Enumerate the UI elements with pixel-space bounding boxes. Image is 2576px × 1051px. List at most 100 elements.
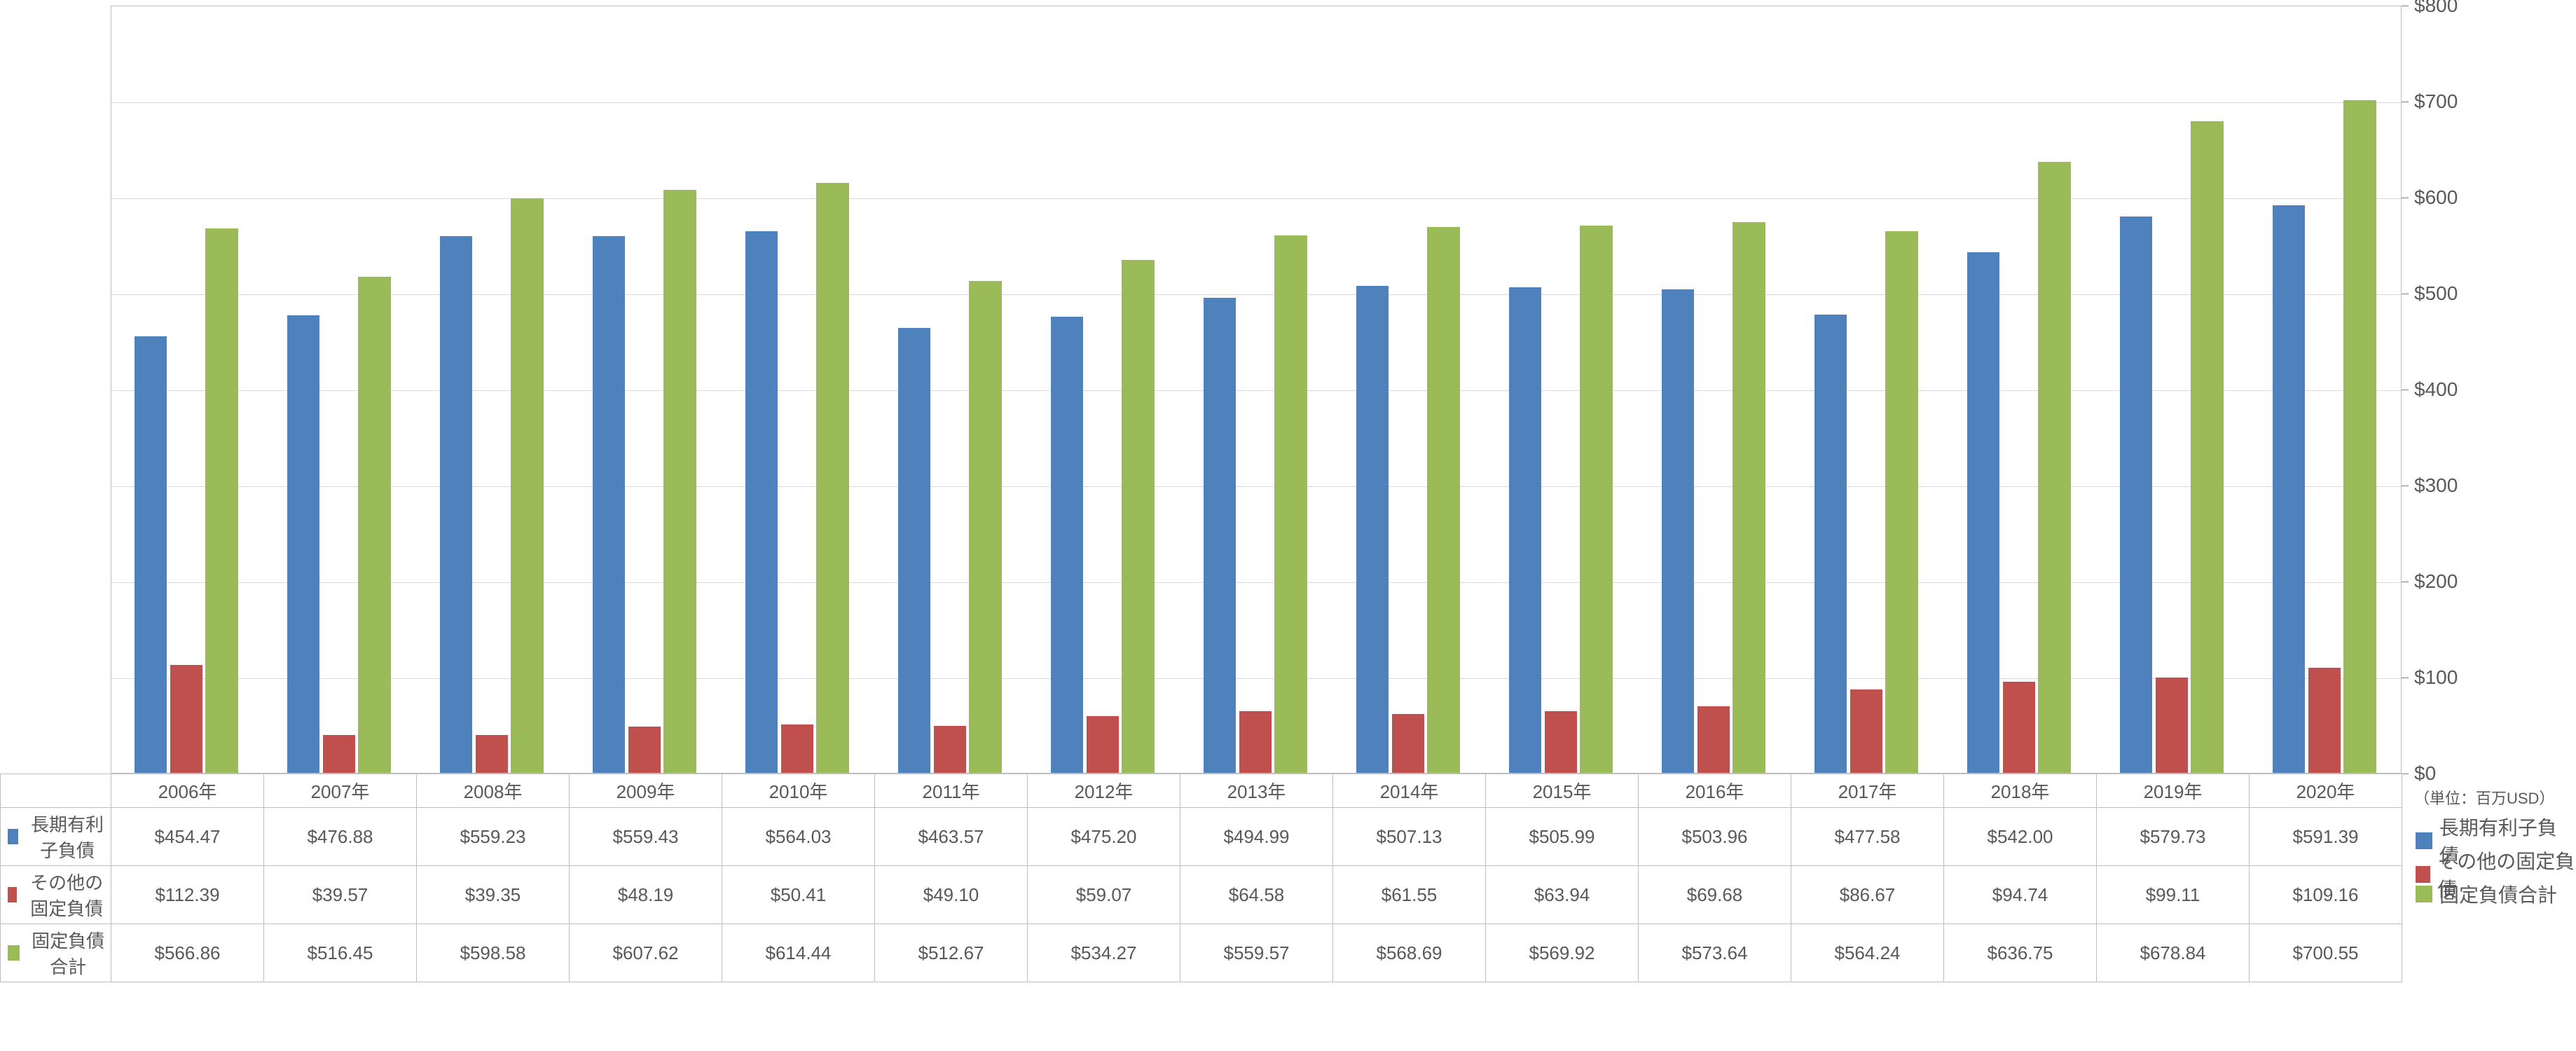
bar bbox=[1885, 231, 1918, 773]
table-header-cell: 2012年 bbox=[1028, 774, 1180, 808]
category-group bbox=[287, 6, 394, 773]
table-cell: $568.69 bbox=[1333, 924, 1486, 982]
bar bbox=[205, 228, 238, 773]
bar bbox=[781, 724, 814, 773]
table-cell: $542.00 bbox=[1944, 808, 2097, 866]
bar bbox=[1122, 260, 1155, 773]
category-group bbox=[1204, 6, 1311, 773]
table-cell: $61.55 bbox=[1333, 866, 1486, 924]
table-cell: $614.44 bbox=[722, 924, 875, 982]
table-header-cell: 2011年 bbox=[875, 774, 1028, 808]
category-group bbox=[593, 6, 700, 773]
table-header-cell: 2017年 bbox=[1791, 774, 1944, 808]
table-cell: $109.16 bbox=[2250, 866, 2402, 924]
table-header-cell: 2015年 bbox=[1486, 774, 1639, 808]
y-tick-label: $600 bbox=[2414, 186, 2458, 209]
bar bbox=[1697, 706, 1730, 773]
bar bbox=[1509, 287, 1542, 773]
table-cell: $598.58 bbox=[417, 924, 570, 982]
table-cell: $512.67 bbox=[875, 924, 1028, 982]
table-header-cell: 2014年 bbox=[1333, 774, 1486, 808]
bar bbox=[323, 735, 356, 773]
table-cell: $700.55 bbox=[2250, 924, 2402, 982]
bar bbox=[1662, 289, 1695, 773]
bar bbox=[1239, 711, 1272, 773]
bar bbox=[2038, 162, 2071, 773]
y-tick-label: $0 bbox=[2414, 762, 2436, 785]
table-cell: $39.57 bbox=[264, 866, 417, 924]
y-tick-label: $400 bbox=[2414, 378, 2458, 401]
y-tick-label: $700 bbox=[2414, 90, 2458, 113]
table-header-cell: 2016年 bbox=[1639, 774, 1791, 808]
table-cell: $564.03 bbox=[722, 808, 875, 866]
category-group bbox=[745, 6, 853, 773]
table-cell: $505.99 bbox=[1486, 808, 1639, 866]
legend-label: 固定負債合計 bbox=[2439, 880, 2557, 908]
table-cell: $63.94 bbox=[1486, 866, 1639, 924]
table-header-cell: 2018年 bbox=[1944, 774, 2097, 808]
bar bbox=[1274, 235, 1307, 773]
table-cell: $516.45 bbox=[264, 924, 417, 982]
table-cell: $476.88 bbox=[264, 808, 417, 866]
bar bbox=[969, 281, 1002, 773]
table-header-row: 2006年2007年2008年2009年2010年2011年2012年2013年… bbox=[1, 774, 2402, 808]
bar bbox=[2308, 668, 2341, 773]
y-tick-label: $500 bbox=[2414, 282, 2458, 305]
bar bbox=[1545, 711, 1578, 773]
table-cell: $559.43 bbox=[570, 808, 722, 866]
bar bbox=[135, 336, 167, 773]
bar bbox=[1733, 222, 1765, 773]
table-cell: $534.27 bbox=[1028, 924, 1180, 982]
category-group bbox=[2120, 6, 2227, 773]
bar bbox=[898, 328, 931, 773]
bar bbox=[1051, 317, 1084, 773]
row-label: 固定負債合計 bbox=[25, 927, 111, 979]
bar bbox=[1580, 226, 1613, 773]
table-cell: $86.67 bbox=[1791, 866, 1944, 924]
table-cell: $48.19 bbox=[570, 866, 722, 924]
table-cell: $569.92 bbox=[1486, 924, 1639, 982]
category-group bbox=[440, 6, 547, 773]
table-cell: $559.57 bbox=[1180, 924, 1333, 982]
bar bbox=[816, 183, 849, 773]
y-tick-label: $100 bbox=[2414, 666, 2458, 689]
table-cell: $50.41 bbox=[722, 866, 875, 924]
table-cell: $59.07 bbox=[1028, 866, 1180, 924]
legend-item: 固定負債合計 bbox=[2416, 880, 2557, 908]
table-header-cell: 2006年 bbox=[111, 774, 264, 808]
bar bbox=[2003, 682, 2036, 773]
bar bbox=[1850, 689, 1883, 773]
category-group bbox=[1814, 6, 1922, 773]
table-cell: $559.23 bbox=[417, 808, 570, 866]
bar bbox=[1356, 286, 1389, 773]
table-cell: $564.24 bbox=[1791, 924, 1944, 982]
bar bbox=[1392, 714, 1425, 773]
table-cell: $573.64 bbox=[1639, 924, 1791, 982]
table-cell: $112.39 bbox=[111, 866, 264, 924]
table-cell: $64.58 bbox=[1180, 866, 1333, 924]
table-cell: $579.73 bbox=[2097, 808, 2250, 866]
bar bbox=[358, 277, 391, 773]
bar bbox=[440, 236, 473, 773]
legend-swatch bbox=[2416, 886, 2432, 902]
table-row: その他の固定負債$112.39$39.57$39.35$48.19$50.41$… bbox=[1, 866, 2402, 924]
plot-area bbox=[111, 6, 2402, 774]
table-cell: $678.84 bbox=[2097, 924, 2250, 982]
bar bbox=[2343, 100, 2376, 773]
category-group bbox=[1356, 6, 1463, 773]
bar bbox=[628, 727, 661, 773]
table-cell: $463.57 bbox=[875, 808, 1028, 866]
bar bbox=[1204, 298, 1237, 773]
y-tick-label: $800 bbox=[2414, 0, 2458, 17]
table-cell: $49.10 bbox=[875, 866, 1028, 924]
category-group bbox=[135, 6, 242, 773]
table-cell: $69.68 bbox=[1639, 866, 1791, 924]
row-swatch bbox=[8, 887, 17, 902]
bar bbox=[1087, 716, 1120, 773]
table-cell: $477.58 bbox=[1791, 808, 1944, 866]
bar bbox=[593, 236, 626, 773]
table-cell: $607.62 bbox=[570, 924, 722, 982]
row-swatch bbox=[8, 829, 18, 844]
unit-note: （単位：百万USD） bbox=[2414, 786, 2554, 809]
bar bbox=[170, 665, 203, 773]
